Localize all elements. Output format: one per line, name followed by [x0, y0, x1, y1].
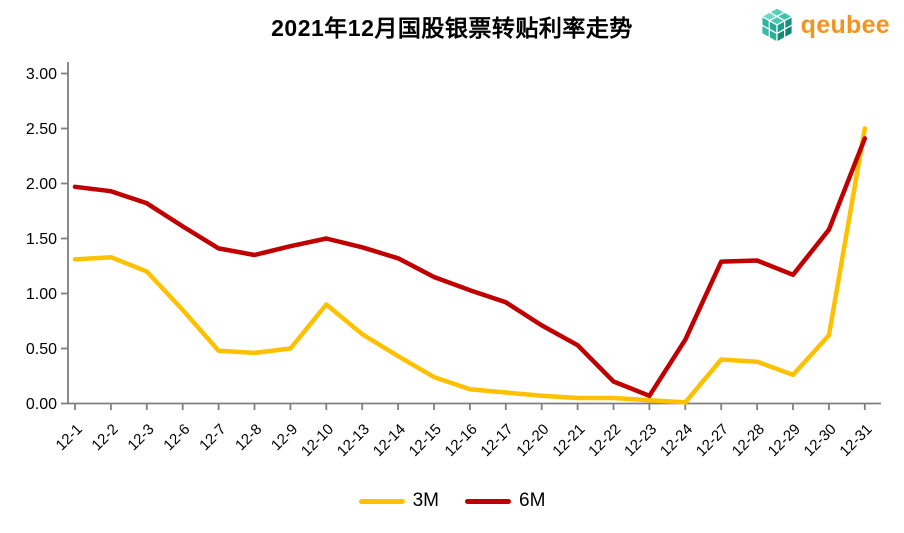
- legend-item-3m: 3M: [358, 490, 439, 512]
- legend-label-6m: 6M: [519, 490, 546, 511]
- series-line-3m: [72, 126, 868, 405]
- x-tick-label: 12-9: [268, 421, 301, 454]
- x-tick-label: 12-7: [196, 421, 229, 454]
- legend-label-3m: 3M: [412, 490, 439, 511]
- x-tick-label: 12-30: [801, 421, 840, 460]
- qeubee-cube-icon: [760, 7, 793, 43]
- y-tick-label: 1.00: [26, 286, 57, 303]
- legend-item-6m: 6M: [465, 490, 545, 512]
- x-tick-label: 12-6: [160, 421, 193, 454]
- x-tick-label: 12-17: [477, 421, 516, 460]
- x-tick-label: 12-1: [53, 421, 86, 454]
- x-tick-label: 12-3: [124, 421, 157, 454]
- x-tick-label: 12-21: [549, 421, 588, 460]
- x-tick-label: 12-24: [657, 421, 696, 460]
- x-tick-label: 12-8: [232, 421, 265, 454]
- x-tick-label: 12-10: [298, 421, 337, 460]
- qeubee-logo: qeubee: [758, 6, 890, 44]
- x-tick-label: 12-31: [836, 421, 875, 460]
- chart-title: 2021年12月国股银票转贴利率走势: [271, 15, 633, 41]
- x-tick-label: 12-2: [88, 421, 121, 454]
- x-tick-label: 12-14: [370, 421, 409, 460]
- x-tick-label: 12-20: [513, 421, 552, 460]
- qeubee-logo-text: qeubee: [800, 10, 890, 39]
- y-tick-label: 3.00: [26, 66, 57, 83]
- y-tick-label: 1.50: [26, 231, 57, 248]
- y-tick-label: 2.50: [26, 121, 57, 138]
- x-tick-label: 12-23: [621, 421, 660, 460]
- legend-swatch-3m: [358, 498, 405, 504]
- x-tick-label: 12-29: [765, 421, 804, 460]
- x-tick-label: 12-27: [693, 421, 732, 460]
- legend-swatch-6m: [465, 498, 511, 504]
- series-line-6m: [72, 136, 868, 399]
- x-tick-label: 12-28: [729, 421, 768, 460]
- x-tick-label: 12-16: [442, 421, 481, 460]
- y-tick-label: 2.00: [26, 176, 57, 193]
- y-tick-label: 0.50: [26, 341, 57, 358]
- y-tick-label: 0.00: [26, 396, 57, 413]
- x-tick-label: 12-15: [406, 421, 445, 460]
- x-tick-label: 12-13: [334, 421, 373, 460]
- x-tick-label: 12-22: [585, 421, 624, 460]
- chart-legend: 3M 6M: [0, 490, 904, 512]
